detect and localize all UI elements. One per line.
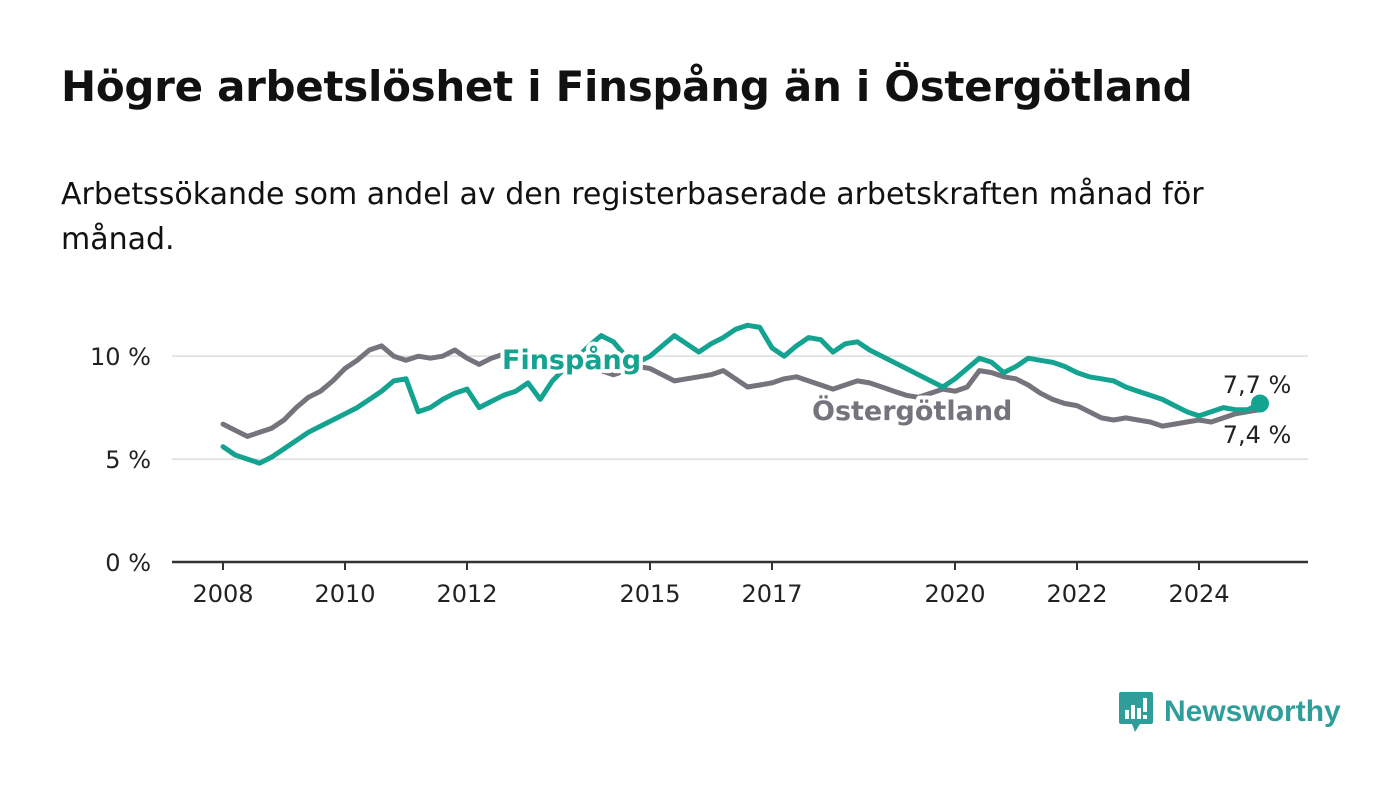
x-tick-label: 2015 (619, 580, 680, 608)
finspang-end-marker (1251, 394, 1269, 413)
chart-subtitle: Arbetssökande som andel av den registerb… (61, 177, 1204, 257)
series-lines (220, 322, 1269, 466)
y-tick-label: 0 % (105, 549, 151, 577)
ostergotland-series-label-halo: Östergötland (812, 394, 1012, 427)
series-labels: FinspångFinspångÖstergötlandÖstergötland… (498, 340, 1295, 453)
x-axis: 2008 2010 2012 2015 2017 2020 2022 2024 (172, 560, 1308, 608)
y-tick-label: 10 % (90, 343, 151, 371)
finspang-line (220, 322, 1263, 466)
finspang-series-label: Finspång (502, 344, 641, 376)
newsworthy-logo: Newsworthy (1118, 688, 1341, 736)
y-tick-labels: 0 % 5 % 10 % (90, 343, 151, 577)
finspang-series-label-halo: Finspång (502, 344, 641, 376)
x-tick-label: 2010 (314, 580, 375, 608)
ostergotland-line (220, 343, 1263, 439)
x-tick-label: 2012 (436, 580, 497, 608)
x-tick-label: 2020 (924, 580, 985, 608)
x-tick-label: 2024 (1168, 580, 1229, 608)
ostergotland-end-label: 7,4 % (1223, 421, 1292, 449)
chart-title: Högre arbetslöshet i Finspång än i Öster… (61, 62, 1193, 111)
ostergotland-series-label: Östergötland (812, 394, 1012, 427)
brand-name: Newsworthy (1164, 695, 1341, 728)
finspang-end-label-halo: 7,7 % (1223, 371, 1292, 399)
x-tick-label: 2017 (741, 580, 802, 608)
x-tick-label: 2022 (1046, 580, 1107, 608)
finspang-end-label: 7,7 % (1223, 371, 1292, 399)
x-tick-label: 2008 (192, 580, 253, 608)
y-tick-label: 5 % (105, 446, 151, 474)
ostergotland-end-label-halo: 7,4 % (1223, 421, 1292, 449)
newsworthy-chart-icon (1119, 692, 1153, 732)
